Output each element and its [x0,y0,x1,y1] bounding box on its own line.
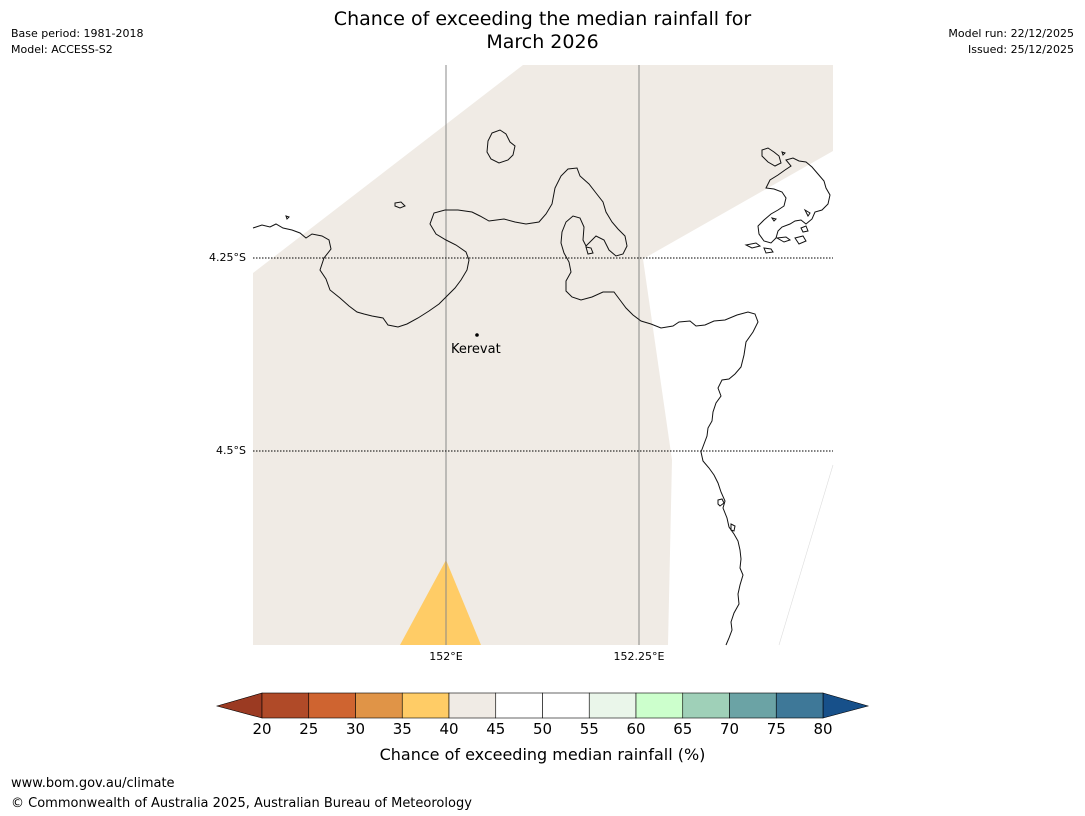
colorbar-segment [775,692,824,719]
colorbar-segment [355,692,403,719]
islands-northeast [744,147,831,254]
lon-label-152-25e: 152.25°E [613,650,665,663]
colorbar-segment [588,692,637,719]
island-north [486,129,516,164]
colorbar-segment [495,692,543,719]
colorbar-tick-label: 70 [719,720,740,738]
lat-label-4-5s: 4.5°S [216,444,246,457]
data-edge-line [778,464,834,646]
colorbar-segment [448,692,497,719]
colorbar-tick-label: 55 [579,720,599,738]
islet-in-bay [585,246,594,255]
footer-url[interactable]: www.bom.gov.au/climate [11,776,175,791]
colorbar-tick-label: 40 [439,720,459,738]
kerevat-marker [475,333,479,337]
colorbar-segment [542,692,590,719]
forecast-low-category-region [400,560,481,645]
colorbar-segment [401,692,450,719]
model-name: Model: ACCESS-S2 [11,43,113,56]
colorbar-over-arrow [822,692,870,719]
base-period: Base period: 1981-2018 [11,27,144,40]
lon-label-152e: 152°E [429,650,463,663]
lat-label-4-25s: 4.25°S [209,251,246,264]
map-title: Chance of exceeding the median rainfall … [333,8,752,53]
colorbar-tick-label: 30 [345,720,366,738]
colorbar-tick-label: 75 [766,720,786,738]
colorbar-tick-label: 50 [532,720,553,738]
islet-west [285,215,290,220]
colorbar-segment [635,692,684,719]
meta-left: Base period: 1981-2018 Model: ACCESS-S2 [11,26,143,58]
coastline-main [252,167,759,646]
colorbar-segment [308,692,356,719]
issued-date: Issued: 25/12/2025 [967,43,1074,56]
place-label-kerevat: Kerevat [451,342,501,357]
colorbar-under-arrow [215,692,263,719]
colorbar-tick-label: 25 [299,720,319,738]
islet-small [394,201,406,209]
colorbar-segment [682,692,730,719]
model-run: Model run: 22/12/2025 [948,27,1074,40]
colorbar-tick-label: 20 [252,720,272,738]
coastline [252,129,831,646]
forecast-fill-region [253,65,833,645]
colorbar-segment [729,692,777,719]
colorbar-tick-label: 65 [673,720,693,738]
colorbar-title: Chance of exceeding median rainfall (%) [379,745,706,764]
meta-right: Model run: 22/12/2025 Issued: 25/12/2025 [948,26,1074,58]
colorbar-tick-label: 60 [626,720,646,738]
colorbar-tick-label: 80 [813,720,833,738]
colorbar-segment [261,692,310,719]
colorbar-tick-label: 35 [392,720,412,738]
colorbar-tick-label: 45 [486,720,506,738]
colorbar [215,692,870,719]
footer-copyright: © Commonwealth of Australia 2025, Austra… [11,796,472,811]
islets-east-coast [717,498,736,532]
